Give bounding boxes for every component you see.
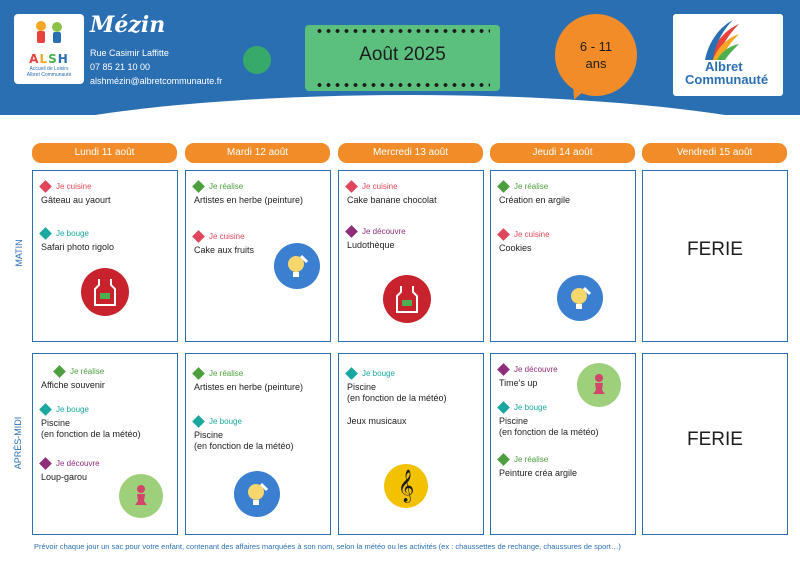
albret-text: Albret Communauté [685, 59, 769, 87]
diamond-icon [497, 363, 510, 376]
diamond-icon [192, 415, 205, 428]
activity: Je cuisine Cake banane chocolat [345, 180, 437, 205]
diamond-icon [39, 227, 52, 240]
activity: Je bouge Piscine (en fonction de la mété… [345, 367, 447, 403]
activity: Je bouge Piscine (en fonction de la mété… [39, 403, 141, 439]
diamond-icon [192, 230, 205, 243]
cell-friday-morning: FERIE [642, 170, 788, 342]
diamond-icon [345, 180, 358, 193]
footer-note: Prévoir chaque jour un sac pour votre en… [34, 542, 621, 551]
header-wave [0, 95, 800, 115]
pawn-icon [119, 474, 163, 518]
activity: Je cuisine Cookies [497, 228, 550, 253]
age-bubble: 6 - 11 ans [555, 14, 637, 96]
apron-icon [383, 275, 431, 323]
pawn-icon [577, 363, 621, 407]
cell-thursday-morning: Je réalise Création en argile Je cuisine… [490, 170, 636, 342]
activity: Je bouge Piscine (en fonction de la mété… [192, 415, 294, 451]
alsh-word: ALSH [29, 52, 69, 66]
diamond-icon [192, 367, 205, 380]
lightbulb-pencil-icon [557, 275, 603, 321]
holiday-label: FERIE [687, 429, 743, 450]
lightbulb-pencil-icon [274, 243, 320, 289]
activity: Je bouge Safari photo rigolo [39, 227, 115, 252]
cell-wednesday-morning: Je cuisine Cake banane chocolat Je décou… [338, 170, 484, 342]
activity: Je découvre Ludothèque [345, 225, 406, 250]
phone: 07 85 21 10 00 [90, 62, 151, 72]
diamond-icon [345, 367, 358, 380]
activity: Je réalise Artistes en herbe (peinture) [192, 180, 304, 205]
cell-friday-afternoon: FERIE [642, 353, 788, 535]
activity: Je découvre Time's up [497, 363, 558, 388]
day-tab-tuesday: Mardi 12 août [185, 143, 330, 163]
cell-monday-morning: Je cuisine Gâteau au yaourt Je bouge Saf… [32, 170, 178, 342]
apron-icon [81, 268, 129, 316]
children-icon [36, 21, 62, 43]
albret-logo: Albret Communauté [673, 14, 783, 96]
decorative-dot [243, 46, 271, 74]
alsh-subtitle: Accueil de Loisirs Albret Communauté [26, 66, 72, 78]
diamond-icon [39, 180, 52, 193]
dots-bottom [315, 82, 490, 88]
cell-wednesday-afternoon: Je bouge Piscine (en fonction de la mété… [338, 353, 484, 535]
holiday-label: FERIE [687, 239, 743, 260]
activity: Je cuisine Cake aux fruits [192, 230, 255, 255]
activity: Je réalise Création en argile [497, 180, 571, 205]
lightbulb-pencil-icon [234, 471, 280, 517]
diamond-icon [497, 228, 510, 241]
day-tab-friday: Vendredi 15 août [642, 143, 787, 163]
cell-tuesday-afternoon: Je réalise Artistes en herbe (peinture) … [185, 353, 331, 535]
section-label-morning: MATIN [14, 239, 24, 267]
section-label-afternoon: APRÈS-MIDI [13, 416, 23, 470]
header-banner [0, 0, 800, 115]
activity: Je réalise Peinture créa argile [497, 453, 578, 478]
activity: Je réalise Affiche souvenir [41, 365, 105, 390]
treble-clef-icon: 𝄞 [384, 464, 428, 508]
contact-info: Rue Casimir Laffitte 07 85 21 10 00 alsh… [90, 46, 222, 88]
diamond-icon [53, 365, 66, 378]
email[interactable]: alshmézin@albretcommunaute.fr [90, 76, 223, 86]
diamond-icon [497, 180, 510, 193]
day-tab-monday: Lundi 11 août [32, 143, 177, 163]
diamond-icon [39, 457, 52, 470]
day-tab-wednesday: Mercredi 13 août [338, 143, 483, 163]
alsh-logo: ALSH Accueil de Loisirs Albret Communaut… [14, 14, 84, 84]
diamond-icon [345, 225, 358, 238]
age-unit: ans [585, 56, 607, 71]
day-tab-thursday: Jeudi 14 août [490, 143, 635, 163]
albret-leaves-icon [705, 20, 739, 60]
cell-thursday-afternoon: Je découvre Time's up Je bouge Piscine (… [490, 353, 636, 535]
activity: Je bouge Piscine (en fonction de la mété… [497, 401, 599, 437]
center-name: Mézin [90, 12, 166, 38]
activity: Je réalise Artistes en herbe (peinture) [192, 367, 304, 392]
age-range: 6 - 11 [579, 39, 613, 54]
cell-monday-afternoon: Je réalise Affiche souvenir Je bouge Pis… [32, 353, 178, 535]
activity: Je cuisine Gâteau au yaourt [39, 180, 111, 205]
diamond-icon [497, 453, 510, 466]
month-title: Août 2025 [359, 44, 446, 65]
month-banner: Août 2025 [305, 25, 500, 91]
address: Rue Casimir Laffitte [90, 48, 169, 58]
diamond-icon [497, 401, 510, 414]
cell-tuesday-morning: Je réalise Artistes en herbe (peinture) … [185, 170, 331, 342]
dots-top [315, 28, 490, 34]
activity: Jeux musicaux [347, 416, 407, 426]
diamond-icon [39, 403, 52, 416]
diamond-icon [192, 180, 205, 193]
activity: Je découvre Loup-garou [39, 457, 100, 482]
